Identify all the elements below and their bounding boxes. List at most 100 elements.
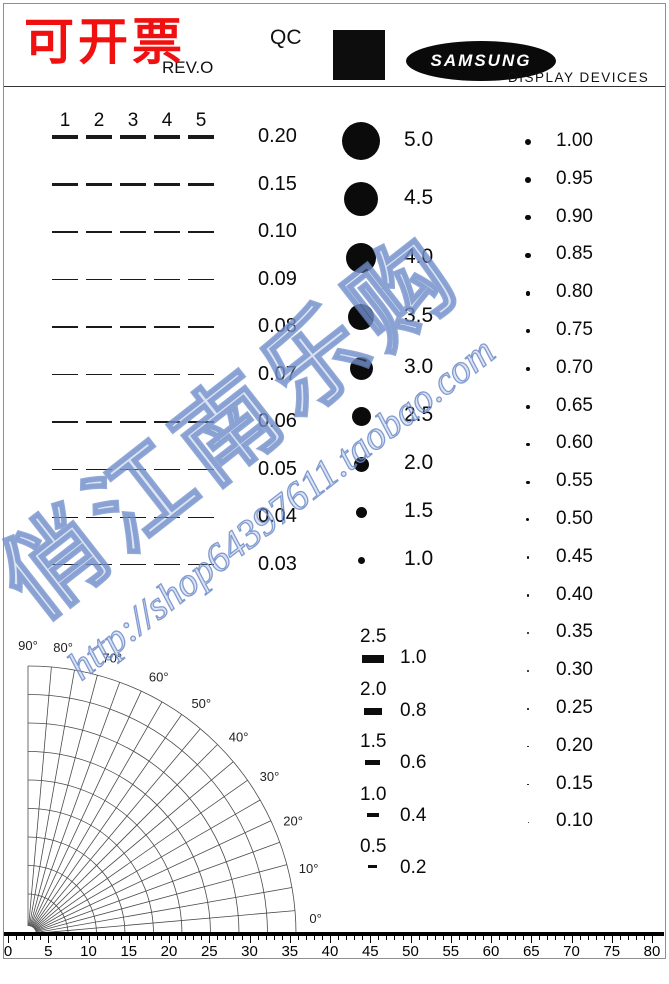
line-width-mark (86, 564, 112, 565)
protractor-radial-line (30, 682, 121, 927)
circle-size-value: 4.5 (404, 186, 434, 209)
circle-size-value: 1.5 (404, 499, 434, 522)
ruler-tick (386, 936, 388, 940)
ruler-tick (354, 936, 355, 940)
line-width-mark (188, 278, 214, 281)
line-width-mark (86, 183, 112, 186)
ruler-tick (273, 936, 275, 940)
ruler-tick (338, 936, 339, 940)
ruler-tick (169, 936, 171, 943)
ruler-tick (523, 936, 524, 940)
protractor-radial-line (35, 841, 280, 932)
dot-size-value: 0.55 (556, 470, 593, 492)
circle-size-value: 5.0 (404, 128, 434, 151)
ruler-tick (426, 936, 428, 940)
line-width-mark (120, 516, 146, 518)
line-width-mark (86, 326, 112, 328)
protractor-arc (27, 665, 297, 935)
ruler-tick (136, 936, 138, 940)
protractor-angle-label: 50° (191, 696, 211, 711)
line-width-value: 0.08 (258, 315, 297, 337)
ruler-tick (112, 936, 114, 940)
ruler-tick (644, 936, 645, 940)
line-width-mark (120, 564, 146, 565)
dot-mark (527, 821, 529, 823)
ruler-tick (483, 936, 484, 940)
ruler-tick (611, 936, 613, 943)
ruler-tick (434, 936, 436, 940)
protractor-arc (27, 865, 97, 935)
ruler-tick (225, 936, 227, 940)
qc-black-square (333, 30, 385, 80)
ruler-number: 35 (281, 943, 299, 960)
dot-size-value: 0.75 (556, 319, 593, 340)
protractor-angle-label: 20° (283, 814, 303, 829)
dot-mark (526, 594, 530, 597)
ruler-tick (8, 936, 10, 943)
ruler-number: 50 (402, 943, 419, 960)
ruler-tick (370, 936, 372, 943)
dot-size-value: 0.50 (556, 508, 593, 529)
protractor-angle-label: 10° (299, 861, 319, 876)
line-width-mark (154, 278, 180, 281)
ruler-number: 20 (160, 943, 178, 960)
ruler-tick (627, 936, 629, 940)
line-width-mark (154, 135, 180, 139)
ruler-tick (80, 936, 82, 940)
protractor-angle-label: 0° (309, 911, 321, 926)
circle-mark (349, 356, 373, 380)
line-width-mark (52, 564, 78, 565)
bar-mark (365, 760, 380, 765)
line-gauge-column-header: 3 (127, 110, 139, 131)
dot-size-value: 0.20 (556, 734, 593, 756)
ruler-tick (241, 936, 243, 940)
line-width-value: 0.03 (258, 552, 297, 575)
circle-size-value: 4.0 (404, 245, 434, 268)
dot-mark (525, 328, 531, 334)
line-width-mark (86, 135, 112, 139)
circle-size-value: 3.0 (404, 355, 434, 378)
line-width-value: 0.10 (258, 220, 297, 242)
ruler-tick (474, 936, 476, 940)
ruler-tick (104, 936, 106, 940)
dot-size-value: 0.65 (556, 394, 593, 416)
ruler-tick (547, 936, 549, 940)
ruler-tick (48, 936, 50, 943)
dot-mark (527, 784, 529, 786)
line-width-mark (120, 326, 146, 328)
line-width-value: 0.05 (258, 457, 297, 480)
ruler-tick (394, 936, 396, 940)
ruler-number: 40 (321, 943, 339, 960)
dot-mark (527, 746, 529, 748)
ruler-number: 15 (120, 943, 138, 960)
protractor-radial-line (33, 744, 218, 929)
circle-mark (342, 122, 380, 160)
line-width-mark (188, 135, 214, 139)
ruler-tick (265, 936, 267, 940)
ruler-tick (652, 936, 654, 943)
protractor-angle-label: 30° (260, 769, 280, 784)
bar-mark (363, 707, 382, 715)
dot-size-value: 0.60 (556, 432, 593, 454)
line-width-mark (154, 231, 180, 233)
dot-mark (525, 214, 531, 221)
ruler-tick (64, 936, 66, 940)
line-width-mark (86, 421, 112, 423)
ruler-tick (209, 936, 211, 943)
ruler-tick (450, 936, 452, 943)
line-width-value: 0.04 (258, 505, 297, 527)
protractor-angle-label: 40° (229, 730, 249, 745)
ruler-tick (507, 936, 508, 940)
ruler-tick (539, 936, 541, 940)
line-width-value: 0.06 (258, 410, 297, 432)
line-width-mark (188, 516, 214, 518)
ruler-tick (185, 936, 186, 940)
dot-mark (527, 708, 529, 710)
ruler-tick (233, 936, 235, 940)
dot-size-value: 1.00 (556, 130, 593, 151)
ruler-tick (635, 936, 637, 940)
ruler-tick (120, 936, 122, 940)
qc-label: QC (270, 26, 302, 49)
brand-subtitle: DISPLAY DEVICES (508, 70, 650, 85)
line-width-mark (86, 516, 112, 518)
